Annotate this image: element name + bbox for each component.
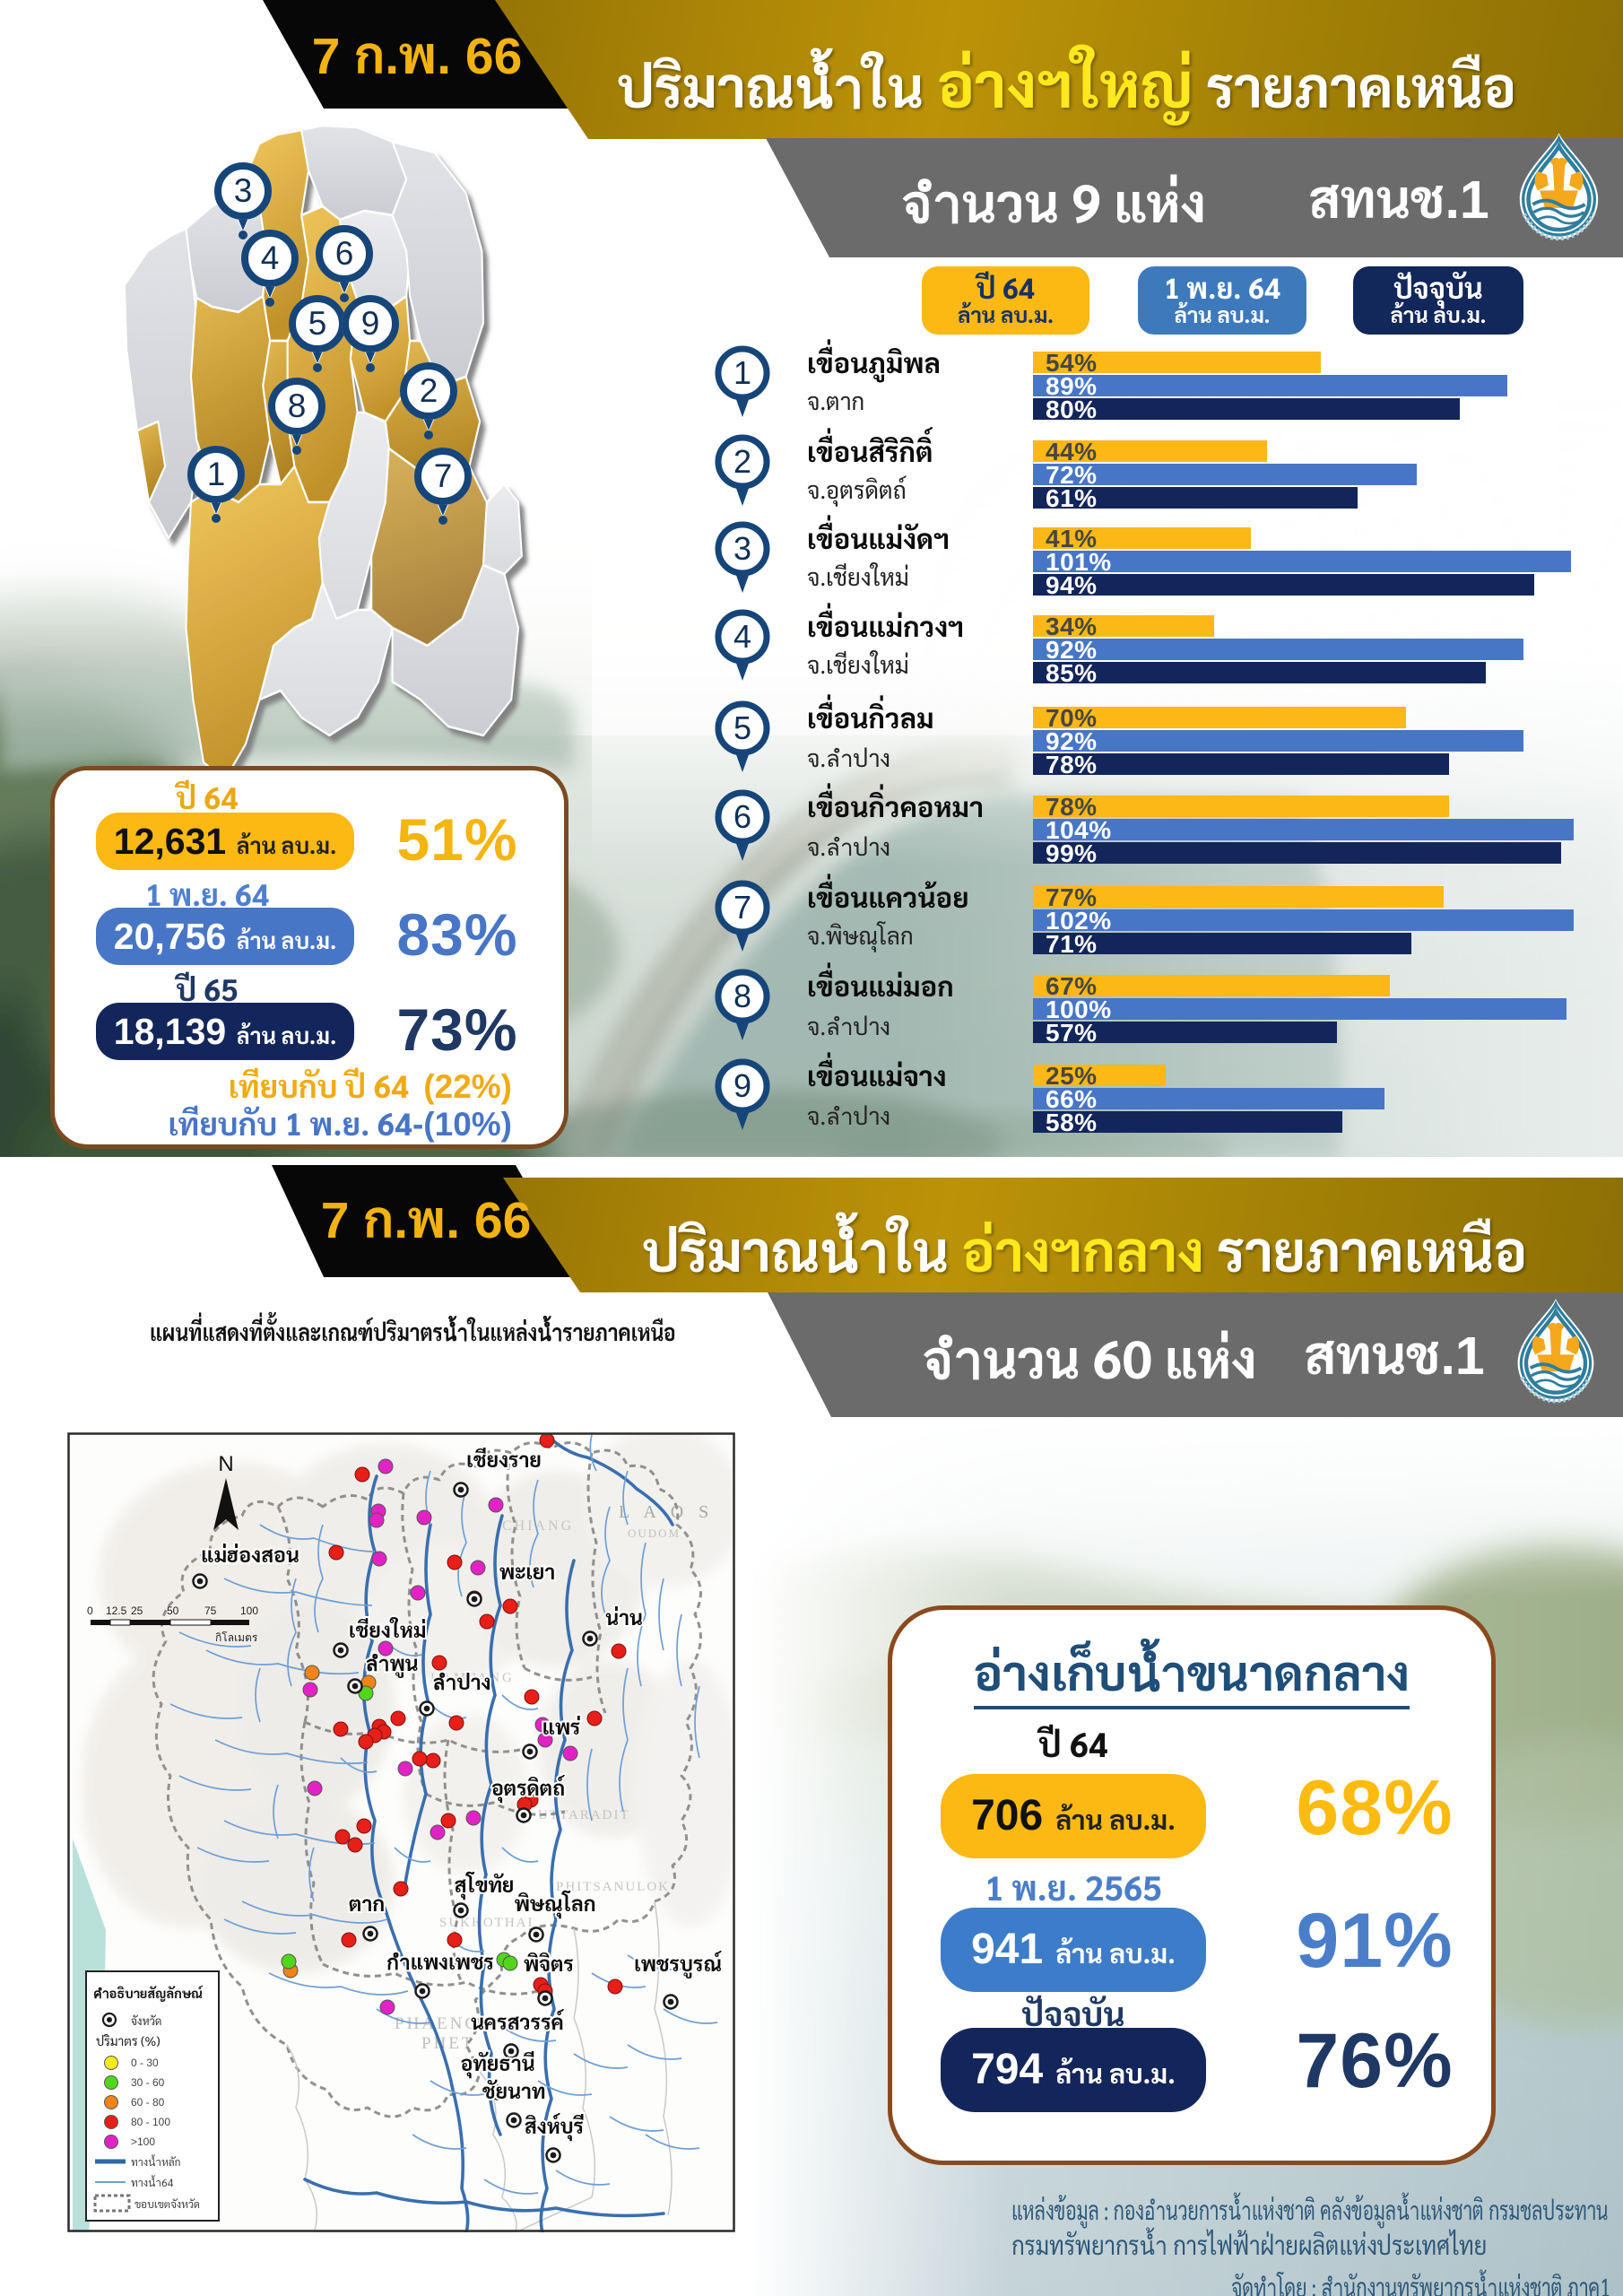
svg-text:>100: >100 (131, 2135, 155, 2148)
svg-text:6: 6 (733, 798, 751, 835)
svg-text:SUKHOTHAI: SUKHOTHAI (439, 1916, 534, 1930)
svg-text:60 - 80: 60 - 80 (131, 2096, 165, 2109)
svg-text:พิษณุโลก: พิษณุโลก (515, 1890, 596, 1919)
svg-text:30 - 60: 30 - 60 (131, 2076, 165, 2089)
svg-text:5: 5 (733, 709, 751, 746)
svg-text:เชียงราย: เชียงราย (466, 1446, 542, 1473)
svg-text:ลำปาง: ลำปาง (432, 1668, 490, 1695)
svg-text:เพชรบูรณ์: เพชรบูรณ์ (634, 1950, 722, 1979)
svg-text:สุโขทัย: สุโขทัย (455, 1871, 515, 1900)
svg-text:12.5: 12.5 (106, 1605, 127, 1617)
svg-text:3: 3 (234, 172, 253, 209)
svg-text:80 - 100: 80 - 100 (131, 2116, 170, 2128)
svg-text:100: 100 (240, 1605, 258, 1617)
svg-text:3: 3 (733, 530, 751, 567)
svg-text:พะเยา: พะเยา (499, 1558, 555, 1585)
svg-text:4: 4 (733, 618, 751, 655)
svg-text:แพร่: แพร่ (542, 1713, 581, 1740)
svg-text:เชียงใหม่: เชียงใหม่ (349, 1616, 426, 1643)
svg-text:น่าน: น่าน (605, 1604, 643, 1631)
svg-text:5: 5 (308, 305, 327, 342)
svg-text:8: 8 (288, 387, 307, 424)
svg-text:L A O S: L A O S (619, 1502, 714, 1522)
svg-text:ชัยนาท: ชัยนาท (482, 2077, 546, 2104)
svg-text:0 - 30: 0 - 30 (131, 2057, 159, 2069)
svg-text:9: 9 (361, 305, 380, 342)
svg-text:ปริมาตร (%): ปริมาตร (%) (96, 2033, 161, 2049)
svg-text:OUDOM: OUDOM (628, 1526, 681, 1540)
svg-text:ขอบเขตจังหวัด: ขอบเขตจังหวัด (135, 2196, 200, 2211)
svg-text:ทางน้ำหลัก: ทางน้ำหลัก (131, 2154, 181, 2169)
svg-text:กิโลเมตร: กิโลเมตร (215, 1631, 258, 1644)
svg-text:PHITSANULOK: PHITSANULOK (556, 1880, 670, 1894)
svg-text:กำแพงเพชร: กำแพงเพชร (386, 1948, 494, 1975)
svg-text:ลำพูน: ลำพูน (366, 1649, 419, 1678)
svg-text:สิงห์บุรี: สิงห์บุรี (525, 2112, 584, 2142)
svg-text:4: 4 (261, 239, 280, 276)
svg-text:อุทัยธานี: อุทัยธานี (460, 2049, 534, 2079)
svg-text:9: 9 (733, 1067, 751, 1104)
svg-text:7: 7 (733, 889, 751, 926)
svg-text:75: 75 (204, 1605, 217, 1617)
svg-text:50: 50 (167, 1605, 179, 1617)
svg-text:PHAENG: PHAENG (395, 2014, 480, 2033)
svg-text:2: 2 (733, 443, 751, 480)
svg-text:UTTARADIT: UTTARADIT (538, 1808, 630, 1822)
svg-text:จังหวัด: จังหวัด (131, 2013, 161, 2028)
svg-text:25: 25 (131, 1605, 143, 1617)
svg-text:พิจิตร: พิจิตร (524, 1950, 574, 1977)
svg-text:CHIANG: CHIANG (502, 1518, 574, 1534)
svg-text:0: 0 (87, 1605, 93, 1617)
svg-text:อุตรดิตถ์: อุตรดิตถ์ (491, 1774, 566, 1804)
svg-text:ตาก: ตาก (349, 1890, 385, 1917)
svg-text:6: 6 (335, 235, 354, 272)
svg-text:คำอธิบายสัญลักษณ์: คำอธิบายสัญลักษณ์ (93, 1984, 203, 2002)
svg-text:1: 1 (733, 354, 751, 391)
svg-text:แม่ฮ่องสอน: แม่ฮ่องสอน (201, 1541, 299, 1568)
svg-text:2: 2 (420, 372, 438, 409)
svg-text:ทางน้ำ64: ทางน้ำ64 (131, 2175, 174, 2189)
svg-text:1: 1 (207, 456, 226, 492)
svg-text:N: N (218, 1452, 233, 1476)
svg-text:7: 7 (434, 457, 453, 494)
svg-text:นครสวรรค์: นครสวรรค์ (471, 2008, 565, 2035)
svg-text:8: 8 (733, 978, 751, 1014)
svg-text:PHET: PHET (421, 2034, 475, 2053)
